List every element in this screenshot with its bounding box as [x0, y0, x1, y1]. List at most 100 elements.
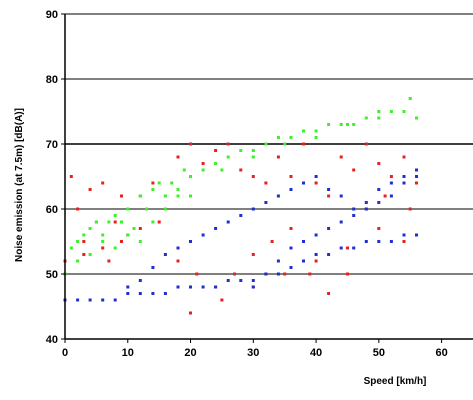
point-blue-52: [415, 168, 418, 172]
point-red-44: [270, 240, 274, 243]
point-red-45: [289, 227, 293, 230]
point-blue-19: [302, 259, 305, 263]
point-blue-66: [415, 175, 418, 178]
point-red-17: [214, 149, 218, 152]
point-red-1: [69, 175, 73, 178]
point-blue-27: [402, 233, 406, 237]
point-green-19: [182, 168, 186, 172]
point-blue-36: [214, 227, 218, 230]
point-blue-21: [327, 253, 331, 256]
point-green-55: [408, 97, 412, 100]
point-blue-51: [402, 175, 406, 178]
point-blue-4: [113, 298, 117, 302]
point-red-48: [346, 272, 349, 276]
point-red-59: [408, 207, 412, 211]
point-blue-2: [88, 298, 92, 302]
point-blue-49: [377, 188, 381, 191]
point-red-46: [308, 272, 312, 276]
point-red-47: [327, 292, 331, 295]
point-red-37: [138, 227, 142, 230]
point-green-20: [189, 175, 192, 178]
y-tick-label-50: 50: [46, 269, 58, 281]
point-blue-40: [264, 201, 268, 204]
point-green-51: [283, 142, 287, 146]
point-red-9: [120, 194, 123, 198]
point-green-33: [352, 123, 356, 126]
point-green-30: [314, 129, 318, 133]
point-blue-3: [101, 298, 105, 302]
point-green-36: [389, 110, 393, 113]
point-red-32: [402, 155, 406, 159]
point-blue-50: [389, 181, 393, 185]
point-blue-11: [201, 285, 205, 289]
point-blue-48: [364, 201, 368, 204]
point-blue-56: [289, 246, 293, 250]
point-blue-55: [276, 259, 280, 263]
point-green-39: [76, 259, 80, 263]
point-blue-58: [314, 233, 318, 237]
point-red-15: [189, 142, 192, 146]
point-green-49: [220, 168, 224, 172]
point-blue-53: [251, 285, 255, 289]
point-blue-10: [189, 285, 192, 289]
point-red-16: [201, 162, 205, 165]
x-axis-label: Speed [km/h]: [364, 376, 427, 387]
point-blue-29: [126, 285, 130, 289]
point-blue-45: [327, 188, 331, 191]
point-green-52: [314, 136, 318, 139]
x-tick-label-0: 0: [62, 347, 68, 359]
point-blue-24: [364, 240, 368, 243]
point-red-34: [82, 253, 86, 256]
point-red-36: [120, 240, 123, 243]
point-green-16: [163, 194, 167, 198]
point-red-35: [101, 246, 105, 250]
point-green-21: [201, 168, 205, 172]
point-blue-7: [151, 292, 155, 295]
point-blue-42: [289, 188, 293, 191]
x-tick-label-10: 10: [122, 347, 134, 359]
tick-labels: 40 50 60 70 80 90 0 10 20 30 40 50 60: [46, 9, 448, 359]
point-blue-20: [314, 253, 318, 256]
point-green-5: [94, 220, 98, 224]
point-green-53: [346, 123, 349, 126]
point-blue-47: [352, 207, 356, 211]
point-red-28: [352, 168, 356, 172]
point-green-31: [327, 123, 331, 126]
point-blue-22: [339, 246, 343, 250]
point-blue-18: [289, 266, 293, 269]
point-blue-25: [377, 240, 381, 243]
point-red-25: [314, 181, 318, 185]
point-red-12: [151, 181, 155, 185]
point-red-53: [220, 298, 224, 302]
point-red-4: [88, 188, 92, 191]
point-green-27: [276, 136, 280, 139]
point-green-23: [226, 155, 230, 159]
point-green-38: [415, 116, 418, 120]
y-tick-label-60: 60: [46, 204, 58, 216]
y-tick-label-80: 80: [46, 74, 58, 86]
point-red-22: [276, 155, 280, 159]
point-green-13: [145, 207, 149, 211]
point-blue-17: [276, 272, 280, 276]
point-green-11: [132, 227, 136, 230]
point-green-8: [113, 214, 117, 217]
x-tick-label-20: 20: [184, 347, 196, 359]
point-red-7: [107, 259, 111, 263]
point-blue-64: [389, 194, 393, 198]
point-green-24: [239, 149, 243, 152]
point-red-6: [101, 181, 105, 185]
point-blue-57: [302, 240, 305, 243]
point-blue-28: [415, 233, 418, 237]
point-red-31: [389, 175, 393, 178]
point-green-10: [126, 207, 130, 211]
point-blue-41: [276, 194, 280, 198]
point-blue-26: [389, 240, 393, 243]
gridlines: [65, 13, 473, 275]
point-green-6: [101, 233, 105, 237]
point-red-8: [113, 220, 117, 224]
point-red-55: [283, 272, 287, 276]
point-blue-8: [163, 292, 167, 295]
y-tick-label-70: 70: [46, 139, 58, 151]
point-blue-63: [377, 201, 381, 204]
point-blue-65: [402, 181, 406, 185]
